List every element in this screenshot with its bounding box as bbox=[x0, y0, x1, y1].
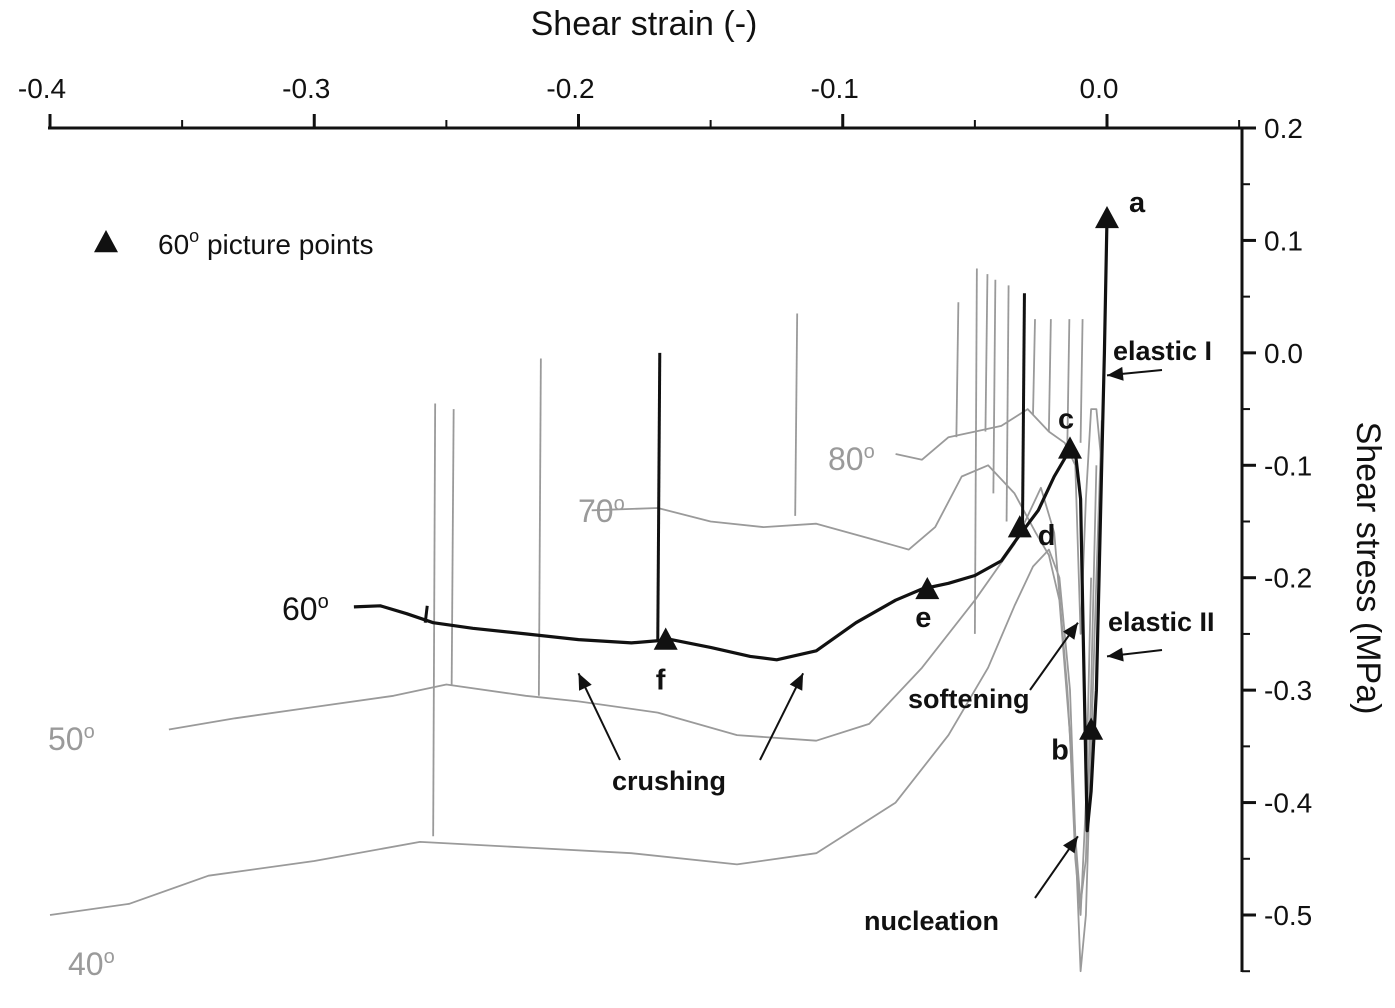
legend-marker-triangle bbox=[94, 230, 118, 253]
series-label-40-deg: 40o bbox=[68, 946, 115, 982]
series-spike-80-deg-4 bbox=[1047, 319, 1052, 432]
annotation-arrow-crushing bbox=[577, 672, 621, 761]
annotation-arrowhead-softening bbox=[1062, 622, 1078, 640]
series-label-50-deg: 50o bbox=[48, 721, 95, 757]
y-tick-label: -0.5 bbox=[1264, 900, 1312, 931]
series-line-60-deg bbox=[353, 217, 1109, 833]
picture-point-c bbox=[1058, 436, 1083, 459]
x-tick-label: 0.0 bbox=[1080, 73, 1119, 104]
series-spike-50-deg-0 bbox=[537, 358, 542, 696]
series-line-50-deg bbox=[168, 465, 1098, 905]
annotation-nucleation: nucleation bbox=[864, 906, 999, 936]
x-tick-label: -0.1 bbox=[811, 73, 859, 104]
y-tick-label: -0.3 bbox=[1264, 675, 1312, 706]
legend-label: 60o picture points bbox=[158, 226, 374, 260]
series-spike-70-deg-2 bbox=[1005, 285, 1010, 522]
series-label-60-deg: 60o bbox=[282, 591, 329, 627]
series-spike-40-deg-0 bbox=[432, 403, 437, 837]
annotation-arrowhead-nucleation bbox=[1063, 836, 1078, 854]
x-axis-title: Shear strain (-) bbox=[531, 5, 758, 43]
y-tick-label: 0.0 bbox=[1264, 338, 1303, 369]
annotation-softening: softening bbox=[908, 684, 1030, 714]
series-spike-50-deg-1 bbox=[450, 409, 455, 685]
y-tick-label: 0.2 bbox=[1264, 113, 1303, 144]
annotation-elastic-i: elastic I bbox=[1113, 336, 1212, 366]
annotation-arrow-crushing bbox=[759, 672, 805, 761]
annotations-layer: elastic I elastic II softening crushing nucl… bbox=[577, 336, 1215, 936]
series-spike-80-deg-6 bbox=[1079, 319, 1084, 443]
axes-layer: -0.4 -0.3 -0.2 -0.1 0.0 0.2 0.1 0.0 -0.1 -0.2 -0.3… bbox=[18, 5, 1387, 973]
series-spike-60-deg-1 bbox=[1020, 293, 1026, 533]
x-tick-label: -0.4 bbox=[18, 73, 66, 104]
picture-point-a bbox=[1095, 205, 1119, 229]
picture-point-e bbox=[915, 576, 940, 600]
series-line-70-deg bbox=[591, 464, 1092, 916]
series-spike-60-deg-0 bbox=[656, 352, 662, 640]
y-axis-title: Shear stress (MPa) bbox=[1349, 422, 1387, 715]
annotation-arrowhead-crushing bbox=[789, 673, 804, 691]
picture-points-layer: a b c d e f bbox=[653, 187, 1146, 766]
series-spike-80-deg-5 bbox=[1066, 319, 1071, 443]
picture-point-b bbox=[1079, 717, 1104, 740]
series-spike-80-deg-0 bbox=[794, 313, 799, 516]
series-line-80-deg bbox=[895, 408, 1103, 635]
annotation-arrowhead-elastic-ii bbox=[1107, 647, 1124, 662]
legend: 60o picture points bbox=[94, 226, 374, 260]
x-tick-label: -0.2 bbox=[546, 73, 594, 104]
x-tick-label: -0.3 bbox=[282, 73, 330, 104]
picture-point-label-e: e bbox=[915, 602, 931, 634]
picture-point-label-b: b bbox=[1051, 734, 1069, 766]
picture-point-label-d: d bbox=[1038, 520, 1056, 552]
y-tick-label: -0.2 bbox=[1264, 563, 1312, 594]
picture-point-d bbox=[1007, 515, 1032, 538]
series-spike-80-deg-1 bbox=[955, 302, 960, 438]
annotation-arrowhead-elastic-i bbox=[1107, 366, 1124, 381]
series-spike-70-deg-1 bbox=[992, 279, 997, 494]
picture-point-f bbox=[653, 627, 678, 650]
series-spike-70-deg-0 bbox=[973, 268, 978, 634]
picture-point-label-f: f bbox=[656, 665, 666, 697]
picture-point-label-c: c bbox=[1058, 403, 1074, 435]
series-label-70-deg: 70o bbox=[578, 493, 625, 529]
y-tick-label: 0.1 bbox=[1264, 225, 1303, 256]
annotation-arrowhead-crushing bbox=[578, 673, 592, 691]
series-layer: 40o 50o 70o 80o 60o bbox=[48, 217, 1109, 982]
series-spike-80-deg-2 bbox=[984, 274, 989, 432]
y-tick-label: -0.4 bbox=[1264, 788, 1312, 819]
y-tick-label: -0.1 bbox=[1264, 450, 1312, 481]
series-label-80-deg: 80o bbox=[828, 441, 875, 477]
annotation-crushing: crushing bbox=[612, 766, 726, 796]
picture-point-label-a: a bbox=[1129, 187, 1146, 219]
series-spike-60-deg-2 bbox=[423, 605, 429, 623]
series-line-40-deg bbox=[49, 420, 1103, 973]
annotation-elastic-ii: elastic II bbox=[1108, 607, 1215, 637]
series-spike-80-deg-3 bbox=[1032, 319, 1036, 415]
